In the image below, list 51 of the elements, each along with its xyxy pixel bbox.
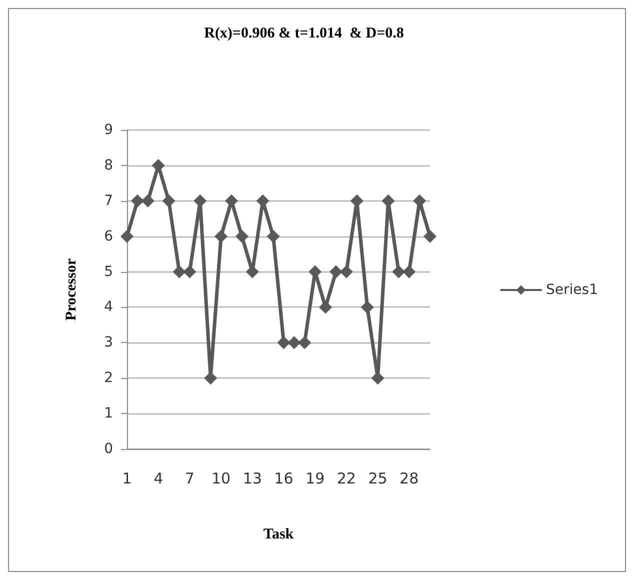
point (402, 265, 416, 278)
point (224, 194, 238, 208)
point (329, 265, 342, 278)
point (288, 336, 301, 350)
point (152, 158, 165, 172)
point (194, 194, 207, 208)
x-tick-label: 19 (306, 470, 325, 488)
y-tick-label: 7 (104, 192, 113, 209)
point (277, 336, 290, 350)
y-tick-label: 6 (104, 228, 114, 244)
x-tick-label: 13 (242, 470, 262, 488)
legend-label: Series1 (546, 282, 598, 298)
point (172, 265, 186, 278)
point (298, 336, 312, 350)
point (340, 265, 353, 278)
x-tick-label: 7 (184, 470, 194, 488)
point (350, 194, 364, 208)
point (183, 265, 196, 278)
y-tick-label: 9 (104, 122, 113, 138)
x-tick-label: 25 (368, 470, 388, 488)
point (424, 230, 436, 243)
point (371, 372, 384, 385)
chart-title: R(x)=0.906 & t=1.014 & D=0.8 (204, 26, 404, 42)
y-tick-label: 0 (104, 441, 113, 457)
y-tick-label: 1 (104, 406, 113, 422)
point (382, 194, 395, 208)
point (214, 230, 228, 243)
point (319, 300, 332, 314)
x-axis-title: Task (263, 526, 294, 542)
x-tick-label: 1 (122, 470, 132, 488)
x-tick-label: 4 (154, 470, 164, 488)
y-axis-title: Processor (64, 258, 80, 321)
x-tick-label: 22 (336, 470, 356, 488)
y-tick-label: 8 (104, 157, 113, 174)
point (413, 194, 426, 208)
y-tick-label: 3 (104, 334, 113, 351)
point (235, 230, 248, 243)
point (204, 372, 218, 385)
x-tick-label: 28 (400, 470, 419, 488)
point (360, 300, 374, 314)
point (141, 194, 154, 208)
point (120, 230, 134, 243)
x-tick-label: 10 (211, 470, 231, 488)
y-tick-label: 2 (104, 370, 113, 386)
point (162, 194, 176, 208)
y-tick-label: 5 (104, 264, 113, 280)
x-tick-label: 16 (274, 470, 294, 488)
point (266, 230, 280, 243)
point (392, 265, 406, 278)
point (130, 194, 144, 208)
y-tick-label: 4 (104, 299, 114, 316)
